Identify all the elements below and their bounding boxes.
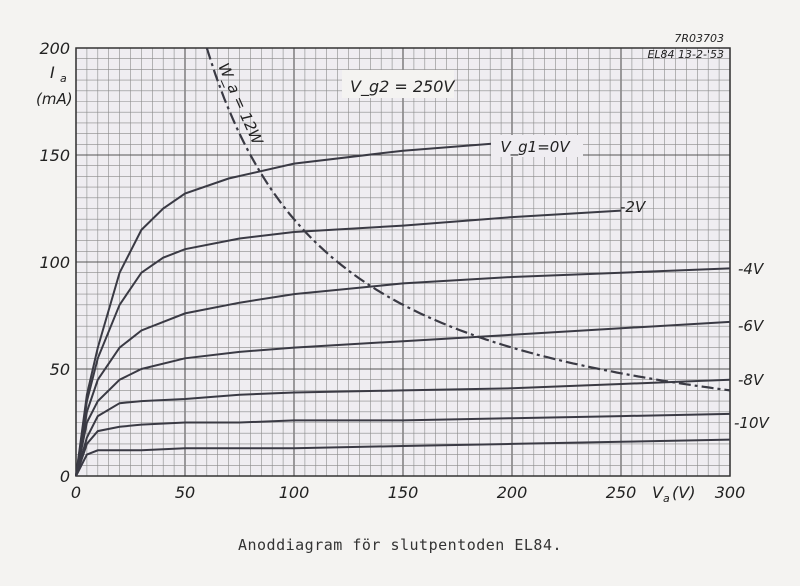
series-line bbox=[75, 438, 731, 477]
series-label: -8V bbox=[738, 371, 765, 389]
series-line bbox=[75, 141, 513, 477]
condition-label-bg bbox=[342, 70, 454, 98]
series-line bbox=[75, 412, 731, 477]
x-tick-label: 300 bbox=[715, 483, 746, 502]
y-tick-label: 0 bbox=[60, 467, 70, 486]
x-tick-label: 100 bbox=[279, 483, 310, 502]
y-axis-label-sub: a bbox=[60, 72, 67, 85]
power-dissipation-curve bbox=[205, 47, 731, 392]
x-tick-label: 250 bbox=[606, 483, 637, 502]
series-label-bg bbox=[491, 135, 583, 157]
series-label: -4V bbox=[738, 260, 765, 278]
condition-label: V_g2 = 250V bbox=[350, 77, 455, 97]
series-line bbox=[75, 320, 731, 477]
x-tick-label: 50 bbox=[175, 483, 195, 502]
x-axis-label: V bbox=[652, 483, 664, 502]
series-line bbox=[75, 209, 622, 477]
tube-date-code: EL84 13-2-'53 bbox=[647, 48, 724, 61]
x-axis-unit: (V) bbox=[672, 483, 695, 502]
y-tick-label: 100 bbox=[39, 253, 70, 272]
series-line bbox=[75, 378, 731, 477]
y-tick-label: 50 bbox=[50, 360, 70, 379]
series-label: -10V bbox=[734, 414, 770, 432]
y-axis-unit: (mA) bbox=[36, 90, 73, 108]
series-line bbox=[75, 267, 731, 477]
x-tick-label: 200 bbox=[497, 483, 528, 502]
reference-code: 7R03703 bbox=[674, 32, 724, 45]
x-tick-label: 150 bbox=[388, 483, 419, 502]
plot-border bbox=[75, 47, 731, 477]
series-label: -2V bbox=[620, 198, 647, 216]
series-label: V_g1=0V bbox=[500, 138, 571, 157]
y-axis-label: I bbox=[50, 63, 55, 82]
chart-caption: Anoddiagram för slutpentoden EL84. bbox=[237, 536, 563, 554]
y-tick-label: 150 bbox=[39, 146, 70, 165]
x-tick-label: 0 bbox=[71, 483, 81, 502]
x-axis-label-sub: a bbox=[663, 492, 670, 505]
y-tick-label: 200 bbox=[39, 39, 70, 58]
series-label: -6V bbox=[738, 317, 765, 335]
